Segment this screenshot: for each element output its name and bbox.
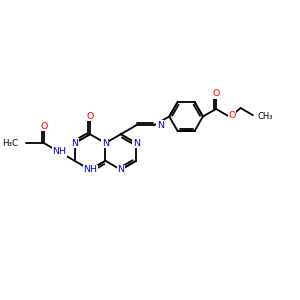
Text: N: N bbox=[102, 139, 109, 148]
Text: N: N bbox=[157, 121, 164, 130]
Text: N: N bbox=[117, 165, 124, 174]
Text: O: O bbox=[212, 89, 220, 98]
Text: O: O bbox=[86, 112, 94, 121]
Text: CH₃: CH₃ bbox=[258, 112, 273, 121]
Text: NH: NH bbox=[83, 165, 97, 174]
Text: H₃C: H₃C bbox=[2, 139, 18, 148]
Text: N: N bbox=[133, 139, 140, 148]
Text: N: N bbox=[71, 139, 78, 148]
Text: O: O bbox=[40, 122, 48, 131]
Text: NH: NH bbox=[52, 148, 66, 157]
Text: O: O bbox=[229, 111, 236, 120]
